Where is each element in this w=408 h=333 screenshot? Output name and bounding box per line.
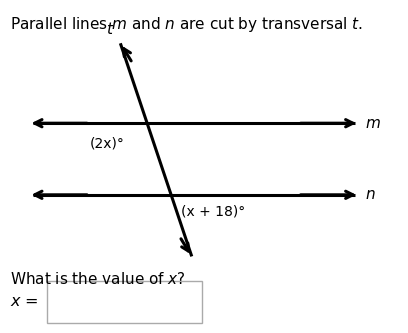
Text: (x + 18)°: (x + 18)° <box>181 205 246 219</box>
FancyBboxPatch shape <box>47 281 202 323</box>
Text: $\it{t}$: $\it{t}$ <box>106 21 114 37</box>
Text: $\it{x}$ =: $\it{x}$ = <box>10 294 39 309</box>
Text: $\it{m}$: $\it{m}$ <box>365 116 381 131</box>
Text: $\it{n}$: $\it{n}$ <box>365 187 376 202</box>
Text: What is the value of $\it{x}$?: What is the value of $\it{x}$? <box>10 271 186 287</box>
Text: (2x)°: (2x)° <box>90 137 125 151</box>
Text: Parallel lines $\it{m}$ and $\it{n}$ are cut by transversal $\it{t}$.: Parallel lines $\it{m}$ and $\it{n}$ are… <box>10 15 363 34</box>
